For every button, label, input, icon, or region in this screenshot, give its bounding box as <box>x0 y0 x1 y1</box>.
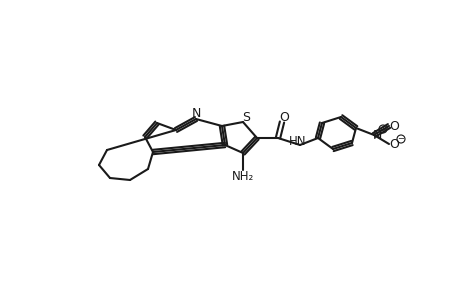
Text: O: O <box>388 119 398 133</box>
Text: N: N <box>191 106 200 119</box>
Text: N: N <box>371 128 381 142</box>
Text: +: + <box>379 124 386 134</box>
Text: HN: HN <box>289 134 306 148</box>
Text: S: S <box>241 110 249 124</box>
Text: NH₂: NH₂ <box>231 169 253 182</box>
Text: O: O <box>388 137 398 151</box>
Text: −: − <box>397 134 403 143</box>
Text: O: O <box>279 110 288 124</box>
